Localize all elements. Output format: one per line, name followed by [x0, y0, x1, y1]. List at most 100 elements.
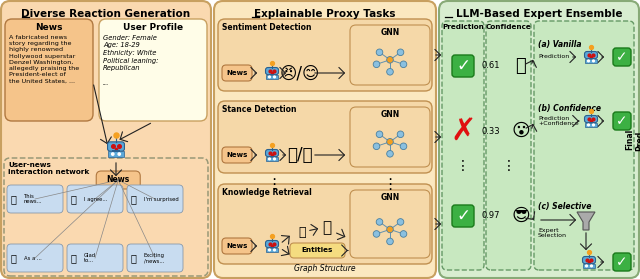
Circle shape [373, 231, 380, 237]
Bar [585, 59, 597, 63]
FancyBboxPatch shape [266, 150, 278, 157]
FancyBboxPatch shape [584, 116, 598, 123]
Circle shape [274, 249, 275, 251]
Text: 🔍: 🔍 [298, 225, 306, 239]
Text: Sentiment Detection: Sentiment Detection [222, 23, 312, 32]
Text: News: News [107, 175, 130, 184]
Text: ✓: ✓ [616, 50, 628, 64]
Text: 👦: 👦 [71, 253, 77, 263]
Text: GNN: GNN [380, 110, 399, 119]
FancyBboxPatch shape [218, 101, 432, 173]
Text: ⋮: ⋮ [502, 159, 515, 173]
Circle shape [387, 69, 394, 75]
Text: 🧒: 🧒 [11, 194, 17, 204]
FancyBboxPatch shape [442, 21, 484, 270]
Text: 👍/👎: 👍/👎 [287, 146, 313, 164]
FancyBboxPatch shape [222, 65, 252, 81]
Bar [269, 156, 275, 157]
FancyBboxPatch shape [613, 48, 631, 66]
Bar [112, 150, 120, 152]
FancyBboxPatch shape [127, 244, 183, 272]
FancyBboxPatch shape [67, 244, 123, 272]
Circle shape [387, 226, 394, 233]
FancyBboxPatch shape [214, 1, 436, 278]
FancyBboxPatch shape [1, 1, 211, 278]
Circle shape [593, 60, 595, 62]
Circle shape [118, 153, 120, 155]
Text: Gender: Female
Age: 18-29
Ethnicity: White
Political leaning:
Republican

...: Gender: Female Age: 18-29 Ethnicity: Whi… [103, 35, 158, 86]
Circle shape [376, 131, 383, 138]
FancyBboxPatch shape [582, 256, 595, 264]
FancyBboxPatch shape [222, 238, 252, 254]
Text: 👱: 👱 [131, 194, 137, 204]
Text: (a) Vanilla: (a) Vanilla [538, 40, 582, 49]
FancyBboxPatch shape [7, 244, 63, 272]
Text: 👷: 👷 [11, 253, 17, 263]
Text: ⋮: ⋮ [266, 177, 282, 193]
FancyBboxPatch shape [4, 158, 208, 276]
FancyBboxPatch shape [67, 185, 123, 213]
Polygon shape [577, 212, 595, 230]
Text: ✓: ✓ [456, 207, 470, 225]
Circle shape [376, 49, 383, 56]
Text: 😮: 😮 [511, 122, 531, 140]
Text: 0.97: 0.97 [481, 211, 500, 220]
Text: GNN: GNN [380, 193, 399, 202]
FancyBboxPatch shape [5, 19, 93, 121]
Text: I'm surprised: I'm surprised [144, 196, 179, 201]
Circle shape [387, 138, 394, 145]
Text: (b) Confidence: (b) Confidence [538, 104, 601, 112]
Text: News: News [227, 243, 248, 249]
Text: 👨: 👨 [71, 194, 77, 204]
Text: Final
Pred.: Final Pred. [625, 128, 640, 151]
Text: Exciting
/news...: Exciting /news... [144, 252, 165, 263]
Circle shape [591, 265, 593, 267]
FancyBboxPatch shape [218, 184, 432, 264]
FancyBboxPatch shape [218, 19, 432, 91]
Text: Diverse Reaction Generation: Diverse Reaction Generation [21, 9, 191, 19]
FancyBboxPatch shape [350, 25, 430, 85]
Bar [588, 58, 594, 59]
FancyBboxPatch shape [108, 142, 124, 151]
Bar [586, 263, 592, 264]
Circle shape [397, 131, 404, 138]
Text: GNN: GNN [380, 28, 399, 37]
Text: Explainable Proxy Tasks: Explainable Proxy Tasks [254, 9, 396, 19]
Text: Expert
Selection: Expert Selection [538, 228, 567, 238]
FancyBboxPatch shape [534, 21, 634, 270]
FancyBboxPatch shape [350, 190, 430, 258]
FancyBboxPatch shape [290, 243, 345, 258]
Circle shape [400, 231, 407, 237]
Circle shape [111, 153, 114, 155]
Circle shape [269, 76, 270, 78]
Text: Prediction: Prediction [538, 54, 569, 59]
Text: News: News [35, 23, 63, 32]
Text: News: News [227, 152, 248, 158]
FancyBboxPatch shape [96, 171, 140, 189]
FancyBboxPatch shape [350, 107, 430, 167]
FancyBboxPatch shape [222, 147, 252, 163]
Text: Entities: Entities [301, 247, 333, 254]
Text: ✓: ✓ [456, 57, 470, 75]
FancyBboxPatch shape [452, 205, 474, 227]
Text: ⋮: ⋮ [456, 159, 470, 173]
Bar [266, 75, 278, 79]
FancyBboxPatch shape [613, 112, 631, 130]
Circle shape [397, 219, 404, 225]
Circle shape [373, 61, 380, 68]
Circle shape [400, 61, 407, 68]
Circle shape [588, 60, 589, 62]
Text: Graph Structure: Graph Structure [294, 264, 356, 273]
Text: ✓: ✓ [616, 114, 628, 128]
Text: ✓: ✓ [616, 255, 628, 269]
Bar [269, 74, 275, 75]
Circle shape [593, 124, 595, 126]
Bar [583, 264, 595, 268]
Circle shape [397, 49, 404, 56]
Text: 🤔: 🤔 [516, 57, 526, 75]
Circle shape [588, 124, 589, 126]
Bar [108, 151, 124, 157]
Text: Prediction
+Confidence: Prediction +Confidence [538, 116, 579, 126]
Text: 🧑: 🧑 [131, 253, 137, 263]
Bar [266, 248, 278, 252]
